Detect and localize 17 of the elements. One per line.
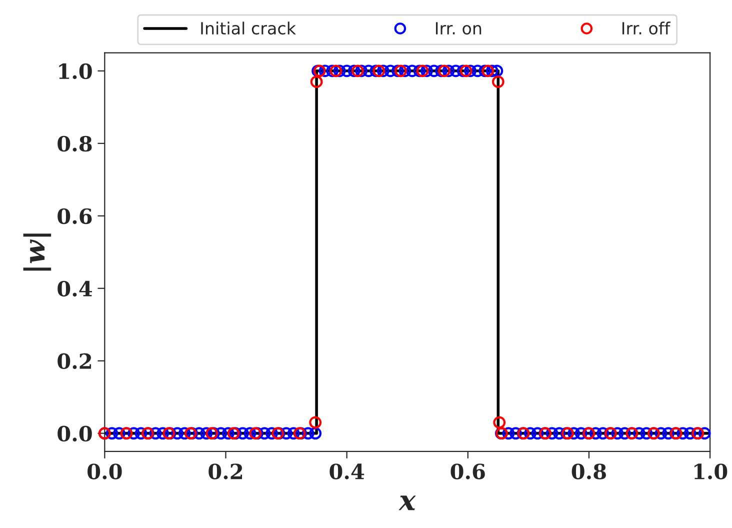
legend-label: Irr. off (622, 22, 670, 35)
x-tick-label: 0.4 (330, 464, 364, 480)
y-tick-label: 0.8 (58, 136, 92, 152)
x-tick-label: 0.2 (208, 464, 242, 480)
y-tick-label: 0.2 (58, 353, 91, 370)
y-tick-label: 0.0 (58, 426, 92, 442)
x-tick-label: 0.8 (572, 464, 606, 480)
legend-label: Irr. on (436, 22, 482, 35)
y-tick-label: 0.6 (58, 208, 92, 224)
y-axis-title: |w| (23, 234, 52, 271)
legend-label: Initial crack (201, 22, 296, 35)
y-tick-label: 1.0 (59, 63, 92, 80)
x-tick-label: 0.6 (450, 464, 485, 480)
x-tick-label: 0.0 (88, 464, 122, 480)
y-tick-label: 0.4 (58, 280, 92, 297)
x-tick-label: 1.0 (694, 464, 728, 480)
x-axis-title: x (398, 496, 416, 510)
